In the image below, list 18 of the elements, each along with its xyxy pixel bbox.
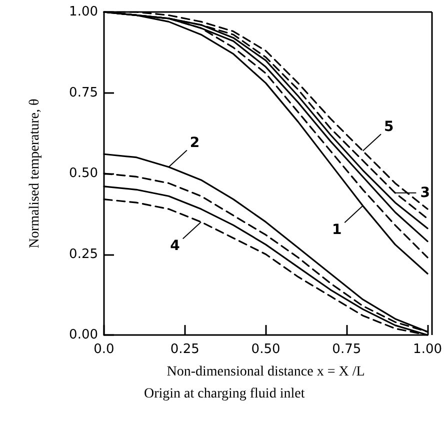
x-axis-title: Non-dimensional distance x = X /L bbox=[166, 364, 365, 380]
y-tick-label: 1.00 bbox=[69, 4, 98, 20]
y-tick-label: 0.25 bbox=[69, 246, 98, 262]
annotation: 4 bbox=[170, 238, 180, 254]
annotation: 2 bbox=[190, 135, 200, 152]
y-tick-label: 0.00 bbox=[69, 328, 98, 342]
y-tick-label: 0.75 bbox=[69, 85, 98, 100]
y-axis-title: Normalised temperature, θ bbox=[28, 98, 42, 248]
x-tick-label: 0.50 bbox=[251, 342, 280, 357]
y-tick-label: 0.50 bbox=[69, 166, 98, 181]
x-tick-label: 0.75 bbox=[332, 342, 362, 357]
x-tick-label: 0.0 bbox=[94, 342, 114, 357]
annotation: 3 bbox=[420, 184, 430, 201]
text: Origin at charging fluid inlet bbox=[144, 386, 305, 402]
x-tick-label: 0.25 bbox=[170, 342, 200, 357]
x-tick-label: 1.00 bbox=[413, 342, 442, 357]
annotation: 1 bbox=[332, 222, 342, 238]
annotation: 5 bbox=[384, 118, 394, 135]
